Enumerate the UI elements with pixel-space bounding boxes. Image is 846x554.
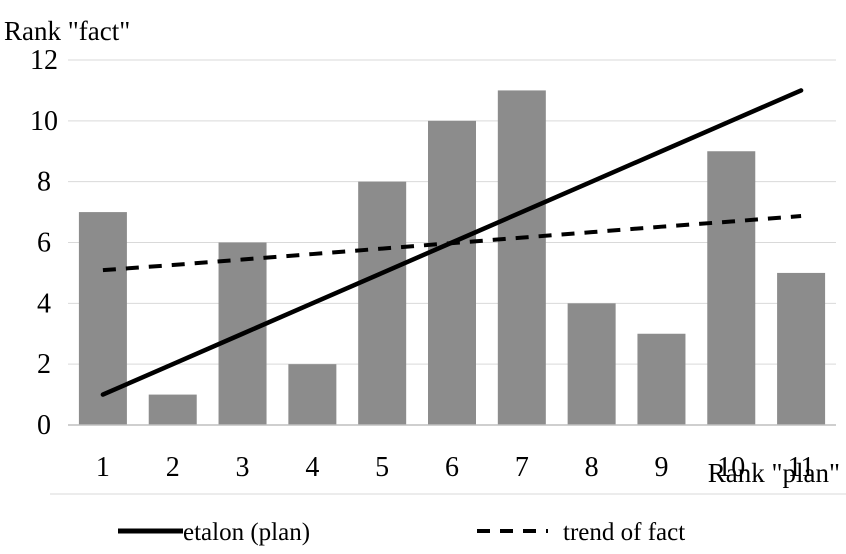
legend-label-etalon: etalon (plan) bbox=[183, 519, 310, 546]
x-tick-label: 5 bbox=[375, 452, 389, 483]
y-tick-label: 8 bbox=[37, 167, 51, 198]
x-tick-label: 6 bbox=[445, 452, 459, 483]
bar bbox=[637, 333, 686, 425]
x-tick-label: 10 bbox=[717, 452, 745, 483]
x-tick-label: 11 bbox=[788, 452, 815, 483]
y-tick-label: 12 bbox=[30, 45, 58, 76]
x-tick-label: 1 bbox=[96, 452, 110, 483]
bar bbox=[777, 272, 826, 425]
bars-layer bbox=[78, 90, 826, 426]
x-tick-label: 2 bbox=[166, 452, 180, 483]
x-tick-label: 8 bbox=[585, 452, 599, 483]
legend-label-trend: trend of fact bbox=[563, 519, 685, 546]
x-tick-label: 9 bbox=[654, 452, 668, 483]
x-tick-label: 3 bbox=[236, 452, 250, 483]
y-tick-label: 2 bbox=[37, 349, 51, 380]
bar bbox=[707, 151, 756, 425]
y-tick-label: 4 bbox=[37, 288, 51, 319]
x-tick-label: 7 bbox=[515, 452, 529, 483]
bar bbox=[288, 364, 337, 425]
y-tick-label: 10 bbox=[30, 106, 58, 137]
bar bbox=[497, 90, 546, 426]
bar bbox=[358, 181, 407, 425]
x-tick-label: 4 bbox=[305, 452, 319, 483]
lines-layer bbox=[100, 88, 804, 397]
y-tick-label: 6 bbox=[37, 228, 51, 259]
legend: etalon (plan) trend of fact bbox=[118, 519, 685, 546]
y-axis-title: Rank "fact" bbox=[4, 16, 130, 46]
bar bbox=[428, 120, 476, 425]
y-tick-label: 0 bbox=[37, 410, 51, 441]
x-axis-title: Rank "plan" bbox=[708, 458, 840, 488]
trend-of-fact-line bbox=[102, 214, 802, 273]
bar bbox=[148, 394, 197, 425]
bar bbox=[567, 303, 616, 425]
